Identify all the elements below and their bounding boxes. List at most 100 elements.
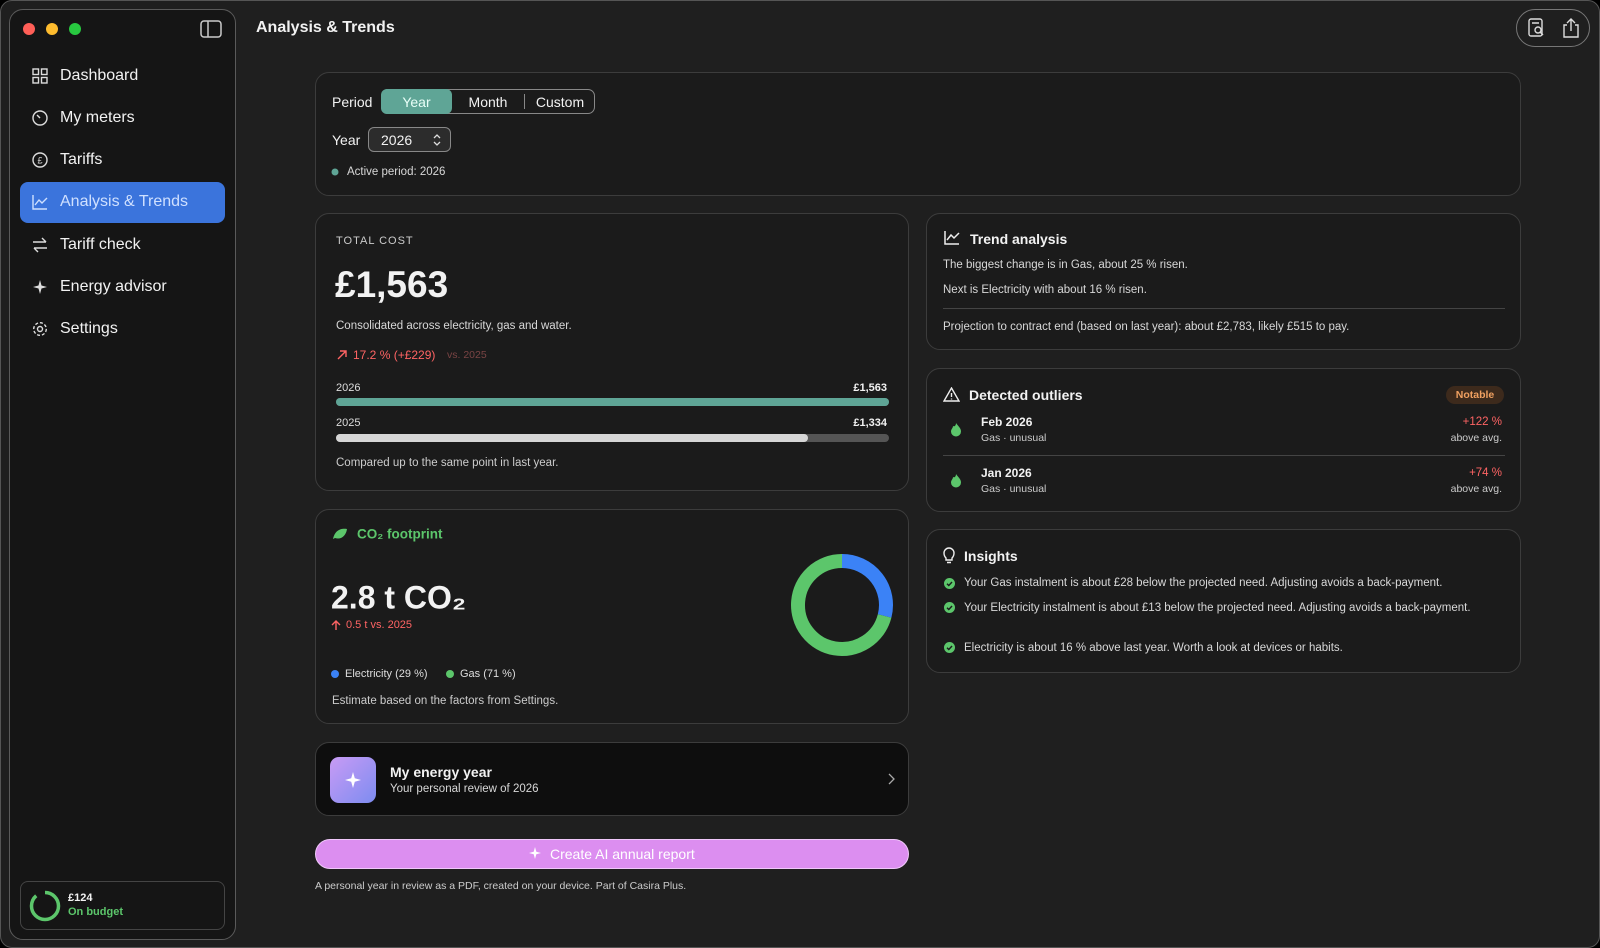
cost-change-ref: vs. 2025 — [447, 349, 487, 361]
chevron — [888, 773, 895, 785]
co2-note: Estimate based on the factors from Setti… — [332, 695, 559, 707]
cost-bar — [336, 434, 808, 442]
report-note: A personal year in review as a PDF, crea… — [315, 880, 687, 892]
create-report-button[interactable] — [315, 839, 909, 869]
trend-icon — [944, 231, 960, 245]
period-option[interactable]: Custom — [535, 93, 585, 110]
outlier-month: Jan 2026 — [981, 466, 1032, 480]
co2-amount: 2.8 t CO₂ — [331, 579, 467, 616]
sidebar-toggle[interactable] — [200, 20, 222, 38]
active-dot — [331, 168, 339, 176]
sparkle-icon — [529, 847, 541, 859]
badge-label: Notable — [1455, 389, 1495, 401]
trend-card — [926, 213, 1521, 350]
bulb-icon — [943, 547, 955, 564]
period-option[interactable]: Year — [381, 89, 452, 114]
outlier-note: above avg. — [1450, 432, 1502, 444]
check-icon — [944, 602, 955, 613]
year-select[interactable] — [368, 127, 451, 152]
period-option[interactable]: Month — [468, 93, 508, 110]
period-label: Period — [332, 94, 373, 110]
sidebar — [9, 9, 236, 940]
insight-text: Electricity is about 16 % above last yea… — [964, 642, 1343, 654]
co2-card — [315, 509, 909, 724]
legend-dot — [446, 670, 454, 678]
co2-title: CO₂ footprint — [357, 526, 443, 542]
nav-label: Settings — [60, 320, 118, 337]
nav-item[interactable]: Dashboard — [20, 56, 225, 97]
energy-year-subtitle: Your personal review of 2026 — [390, 783, 539, 795]
insight-text: Your Gas instalment is about £28 below t… — [964, 577, 1443, 589]
nav-label: Energy advisor — [60, 278, 167, 295]
donut-segment — [791, 554, 892, 656]
divider — [943, 308, 1505, 309]
energy-year-icon — [330, 757, 376, 803]
donut-segment — [841, 554, 893, 618]
leaf-icon — [333, 528, 347, 539]
period-card — [315, 72, 1521, 196]
outliers-card — [926, 368, 1521, 512]
total-cost-amount: £1,563 — [335, 264, 449, 305]
total-cost-description: Consolidated across electricity, gas and… — [336, 320, 572, 332]
svg-text:£: £ — [37, 156, 42, 166]
insights-title: Insights — [964, 548, 1018, 564]
check-icon — [944, 578, 955, 589]
bar-year: 2026 — [336, 382, 361, 394]
outlier-detail: Gas · unusual — [981, 483, 1047, 495]
share-button[interactable] — [1561, 17, 1581, 39]
window-title: Analysis & Trends — [256, 19, 395, 36]
nav-label: Tariffs — [60, 151, 103, 168]
outlier-month: Feb 2026 — [981, 415, 1033, 429]
badge — [1446, 386, 1504, 404]
toolbar-buttons — [1516, 9, 1590, 47]
outliers-title: Detected outliers — [969, 387, 1083, 403]
nav-label: Dashboard — [60, 67, 139, 84]
cost-change: 17.2 % (+£229) — [353, 348, 436, 362]
nav-label: Analysis & Trends — [60, 193, 189, 210]
insights-card — [926, 529, 1521, 673]
bar-value-label: £1,563 — [853, 382, 887, 394]
flame-icon — [951, 423, 961, 437]
legend-dot — [331, 670, 339, 678]
cost-bar — [336, 398, 889, 406]
energy-year-title: My energy year — [390, 764, 492, 780]
budget-ring — [29, 890, 61, 922]
window-controls[interactable] — [19, 21, 89, 37]
legend-label: Electricity (29 %) — [345, 668, 428, 680]
budget-widget[interactable] — [20, 881, 225, 930]
nav-item[interactable]: Analysis & Trends — [20, 182, 225, 223]
nav-item[interactable]: My meters — [20, 98, 225, 139]
outlier-change: +74 % — [1469, 467, 1502, 479]
trend-title: Trend analysis — [970, 231, 1068, 247]
co2-donut — [791, 554, 893, 656]
nav-item[interactable]: £ Tariffs — [20, 140, 225, 181]
insight-text: Your Electricity instalment is about £13… — [964, 602, 1471, 614]
outlier-change: +122 % — [1462, 416, 1502, 428]
legend-label: Gas (71 %) — [460, 668, 516, 680]
budget-amount: £124 — [68, 892, 93, 904]
total-cost-card — [315, 213, 909, 491]
year-label: Year — [332, 132, 361, 148]
warning-icon — [943, 387, 960, 402]
divider — [943, 455, 1505, 456]
outlier-detail: Gas · unusual — [981, 432, 1047, 444]
energy-year-card[interactable] — [315, 742, 909, 816]
trend-line: Next is Electricity with about 16 % rise… — [943, 284, 1147, 296]
trend-projection: Projection to contract end (based on las… — [943, 321, 1350, 333]
cost-note: Compared up to the same point in last ye… — [336, 457, 559, 469]
select-chevrons — [433, 134, 441, 146]
nav-label: My meters — [60, 109, 135, 126]
nav-item[interactable]: Tariff check — [20, 225, 225, 266]
nav-item[interactable]: Settings — [20, 309, 225, 350]
bar-value-label: £1,334 — [853, 417, 887, 429]
up-arrow — [337, 350, 347, 360]
report-button[interactable] — [1527, 18, 1547, 38]
budget-status: On budget — [68, 906, 123, 918]
total-cost-label: TOTAL COST — [336, 235, 414, 247]
nav-label: Tariff check — [60, 236, 141, 253]
nav-item[interactable]: Energy advisor — [20, 267, 225, 308]
co2-change: 0.5 t vs. 2025 — [346, 619, 413, 631]
active-period: Active period: 2026 — [347, 166, 446, 178]
create-report-label: Create AI annual report — [550, 846, 695, 862]
